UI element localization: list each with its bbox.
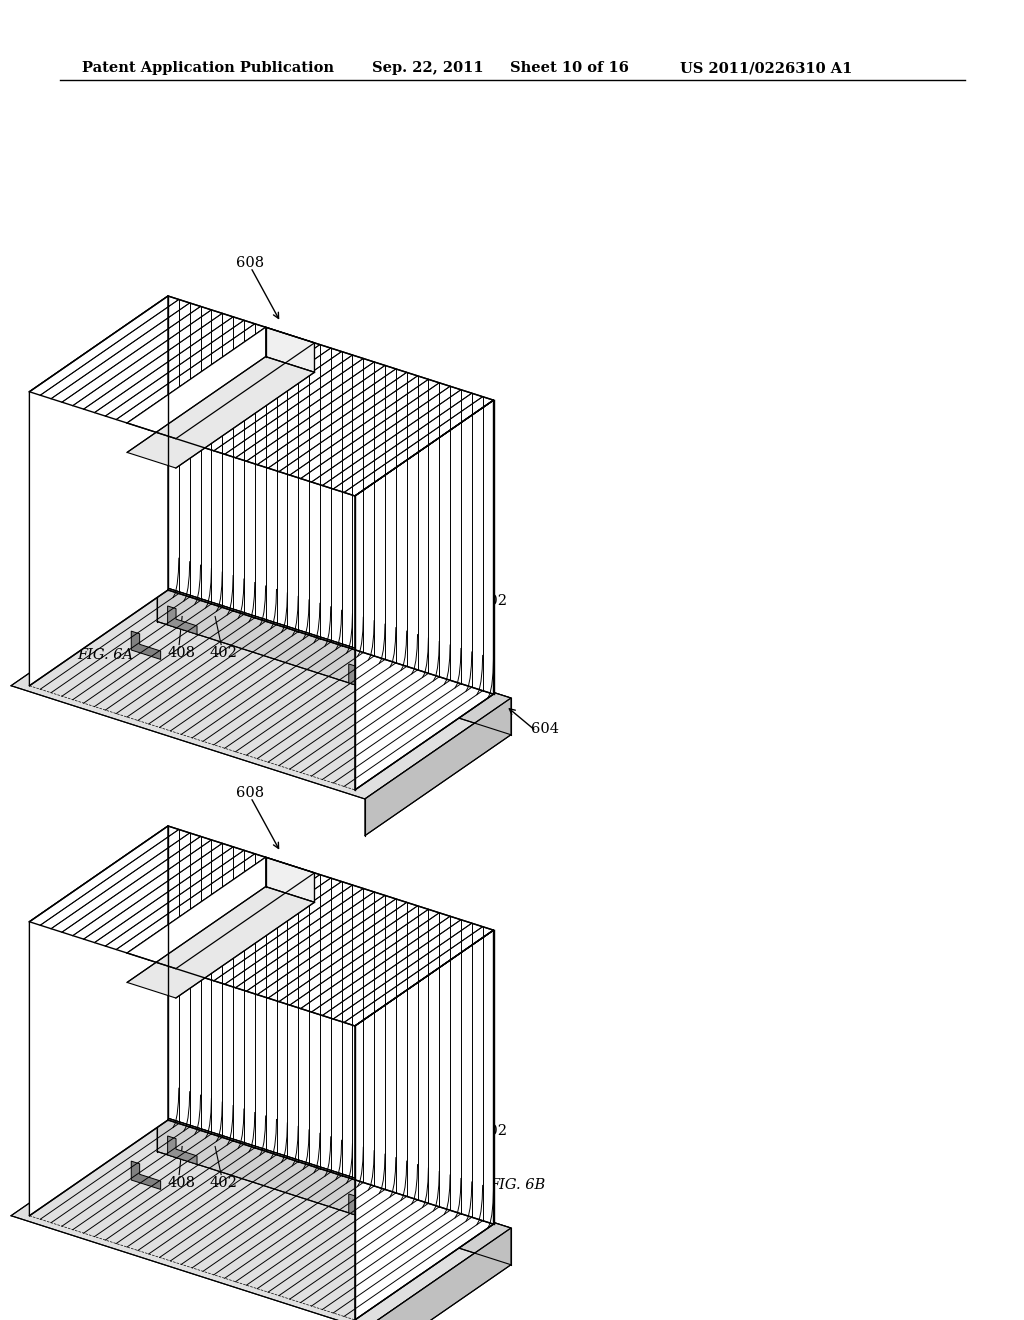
Polygon shape (157, 585, 511, 735)
Polygon shape (127, 327, 314, 438)
Polygon shape (349, 1195, 378, 1222)
Polygon shape (157, 1115, 511, 1265)
Polygon shape (127, 887, 314, 998)
Text: 602: 602 (479, 1125, 507, 1138)
Text: 600: 600 (400, 979, 428, 994)
Polygon shape (168, 606, 197, 635)
Polygon shape (265, 327, 314, 372)
Polygon shape (349, 664, 378, 692)
Text: Sep. 22, 2011: Sep. 22, 2011 (372, 61, 483, 75)
Text: 402: 402 (209, 645, 237, 660)
Text: 600: 600 (400, 450, 428, 463)
Polygon shape (30, 296, 494, 496)
Polygon shape (127, 857, 314, 969)
Text: 602: 602 (479, 594, 507, 609)
Polygon shape (30, 296, 168, 686)
Polygon shape (265, 857, 314, 903)
Text: FIG. 6A: FIG. 6A (77, 648, 133, 661)
Polygon shape (131, 631, 161, 660)
Polygon shape (365, 698, 511, 836)
Text: 402: 402 (209, 1176, 237, 1189)
Polygon shape (11, 585, 511, 799)
Polygon shape (30, 826, 168, 1216)
Text: 408: 408 (167, 1176, 196, 1189)
Polygon shape (30, 826, 494, 1026)
Text: 408: 408 (167, 645, 196, 660)
Text: 608: 608 (236, 787, 264, 800)
Text: Sheet 10 of 16: Sheet 10 of 16 (510, 61, 629, 75)
Text: FIG. 6B: FIG. 6B (489, 1177, 546, 1192)
Polygon shape (355, 400, 494, 789)
Polygon shape (11, 1115, 511, 1320)
Polygon shape (131, 1162, 161, 1189)
Polygon shape (355, 931, 494, 1320)
Text: 608: 608 (236, 256, 264, 271)
Polygon shape (127, 356, 314, 469)
Text: US 2011/0226310 A1: US 2011/0226310 A1 (680, 61, 852, 75)
Text: Patent Application Publication: Patent Application Publication (82, 61, 334, 75)
Text: 604: 604 (531, 722, 559, 737)
Polygon shape (365, 1228, 511, 1320)
Polygon shape (168, 1137, 197, 1164)
